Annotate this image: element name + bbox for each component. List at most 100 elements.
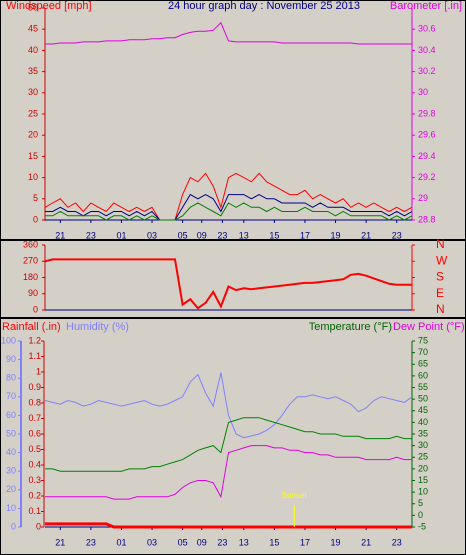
y-tick-label: 45	[28, 24, 38, 34]
y-tick-label: 0.4	[28, 459, 41, 469]
x-tick-label: 15	[269, 230, 279, 240]
y-tick-label: 0.6	[28, 428, 41, 438]
x-tick-label: 01	[116, 537, 126, 547]
x-tick-label: 19	[331, 537, 341, 547]
y-tick-label: 30	[28, 87, 38, 97]
x-tick-label: 03	[147, 230, 157, 240]
y-tick-label: 65	[418, 359, 428, 369]
y-tick-label: 15	[28, 151, 38, 161]
y-tick-label: 30.2	[418, 66, 436, 76]
x-tick-label: 23	[86, 230, 96, 240]
y-tick-label: 1.1	[28, 351, 41, 361]
y-tick-label: N	[436, 302, 445, 316]
y-tick-label: 10	[6, 503, 16, 513]
y-tick-label: 40	[6, 447, 16, 457]
x-tick-label: 09	[197, 537, 207, 547]
y-tick-label: 45	[418, 405, 428, 415]
y-tick-label: 0	[11, 521, 16, 531]
y-tick-label: 0	[418, 510, 423, 520]
x-tick-label: 01	[116, 230, 126, 240]
y-tick-label: 0	[36, 521, 41, 531]
y-tick-label: 0	[33, 304, 38, 314]
y-tick-label: 0.9	[28, 382, 41, 392]
y-tick-label: N	[436, 237, 445, 251]
y-tick-label: 0.5	[28, 444, 41, 454]
y-tick-label: 29	[418, 193, 428, 203]
chart-title: 24 hour graph day : November 25 2013	[168, 0, 360, 12]
y-tick-label: 29.2	[418, 172, 436, 182]
x-tick-label: 21	[55, 230, 65, 240]
y-tick-label: 0	[33, 214, 38, 224]
x-tick-label: 13	[239, 230, 249, 240]
y-tick-label: 70	[6, 391, 16, 401]
y-tick-label: 25	[28, 108, 38, 118]
y-tick-label: 75	[418, 335, 428, 345]
series-line	[45, 21, 412, 45]
y-tick-label: 90	[6, 354, 16, 364]
panel-frame	[0, 318, 466, 555]
x-tick-label: 17	[300, 230, 310, 240]
y-tick-label: 30.4	[418, 45, 436, 55]
x-tick-label: 23	[392, 230, 402, 240]
x-tick-label: 23	[392, 537, 402, 547]
x-tick-label: 23	[217, 230, 227, 240]
y-tick-label: 60	[6, 410, 16, 420]
series-line	[44, 372, 413, 439]
y-tick-label: 10	[418, 487, 428, 497]
y-tick-label: 5	[33, 193, 38, 203]
x-tick-label: 23	[217, 537, 227, 547]
y-tick-label: 0.7	[28, 413, 41, 423]
y-tick-label: 35	[418, 428, 428, 438]
humidity-label: Humidity (%)	[66, 321, 129, 333]
y-tick-label: 100	[1, 335, 16, 345]
x-tick-label: 21	[361, 230, 371, 240]
x-tick-label: 09	[197, 230, 207, 240]
series-line	[45, 417, 412, 472]
y-tick-label: 40	[418, 417, 428, 427]
y-tick-label: 20	[28, 130, 38, 140]
x-tick-label: 21	[55, 537, 65, 547]
x-tick-label: 19	[331, 230, 341, 240]
x-tick-label: 23	[86, 537, 96, 547]
y-tick-label: 20	[418, 463, 428, 473]
series-line	[45, 202, 413, 221]
temperature-label: Temperature (°F)	[309, 321, 392, 333]
y-tick-label: W	[436, 253, 448, 267]
y-tick-label: 0.8	[28, 397, 41, 407]
y-tick-label: 30	[418, 440, 428, 450]
series-line	[45, 445, 412, 500]
y-tick-label: 50	[418, 394, 428, 404]
x-tick-label: 05	[178, 230, 188, 240]
y-tick-label: 1.2	[28, 335, 41, 345]
annotation: Sunset	[282, 491, 308, 500]
y-tick-label: 1	[36, 366, 41, 376]
y-tick-label: 40	[28, 45, 38, 55]
y-tick-label: 20	[6, 484, 16, 494]
y-tick-label: 360	[23, 239, 38, 249]
y-tick-label: -5	[418, 521, 426, 531]
y-tick-label: 35	[28, 66, 38, 76]
series-line	[45, 193, 413, 221]
y-tick-label: 90	[28, 288, 38, 298]
y-tick-label: 29.4	[418, 151, 436, 161]
series-line	[44, 172, 413, 221]
panel-frame	[0, 0, 466, 240]
y-tick-label: 80	[6, 373, 16, 383]
y-tick-label: 50	[28, 2, 38, 12]
y-tick-label: 29.8	[418, 108, 436, 118]
series-line	[44, 258, 412, 310]
y-tick-label: 25	[418, 452, 428, 462]
y-tick-label: 50	[6, 428, 16, 438]
barometer-label: Barometer [.in]	[390, 0, 462, 12]
y-tick-label: 0.2	[28, 490, 41, 500]
y-tick-label: 55	[418, 382, 428, 392]
y-tick-label: 180	[23, 272, 38, 282]
dewpoint-label: Dew Point (°F)	[393, 321, 465, 333]
x-tick-label: 13	[239, 537, 249, 547]
wind-label: Windspeed [mph]	[6, 0, 92, 12]
y-tick-label: 10	[28, 172, 38, 182]
y-tick-label: 30	[418, 87, 428, 97]
panel-frame	[0, 240, 466, 318]
y-tick-label: S	[436, 270, 444, 284]
